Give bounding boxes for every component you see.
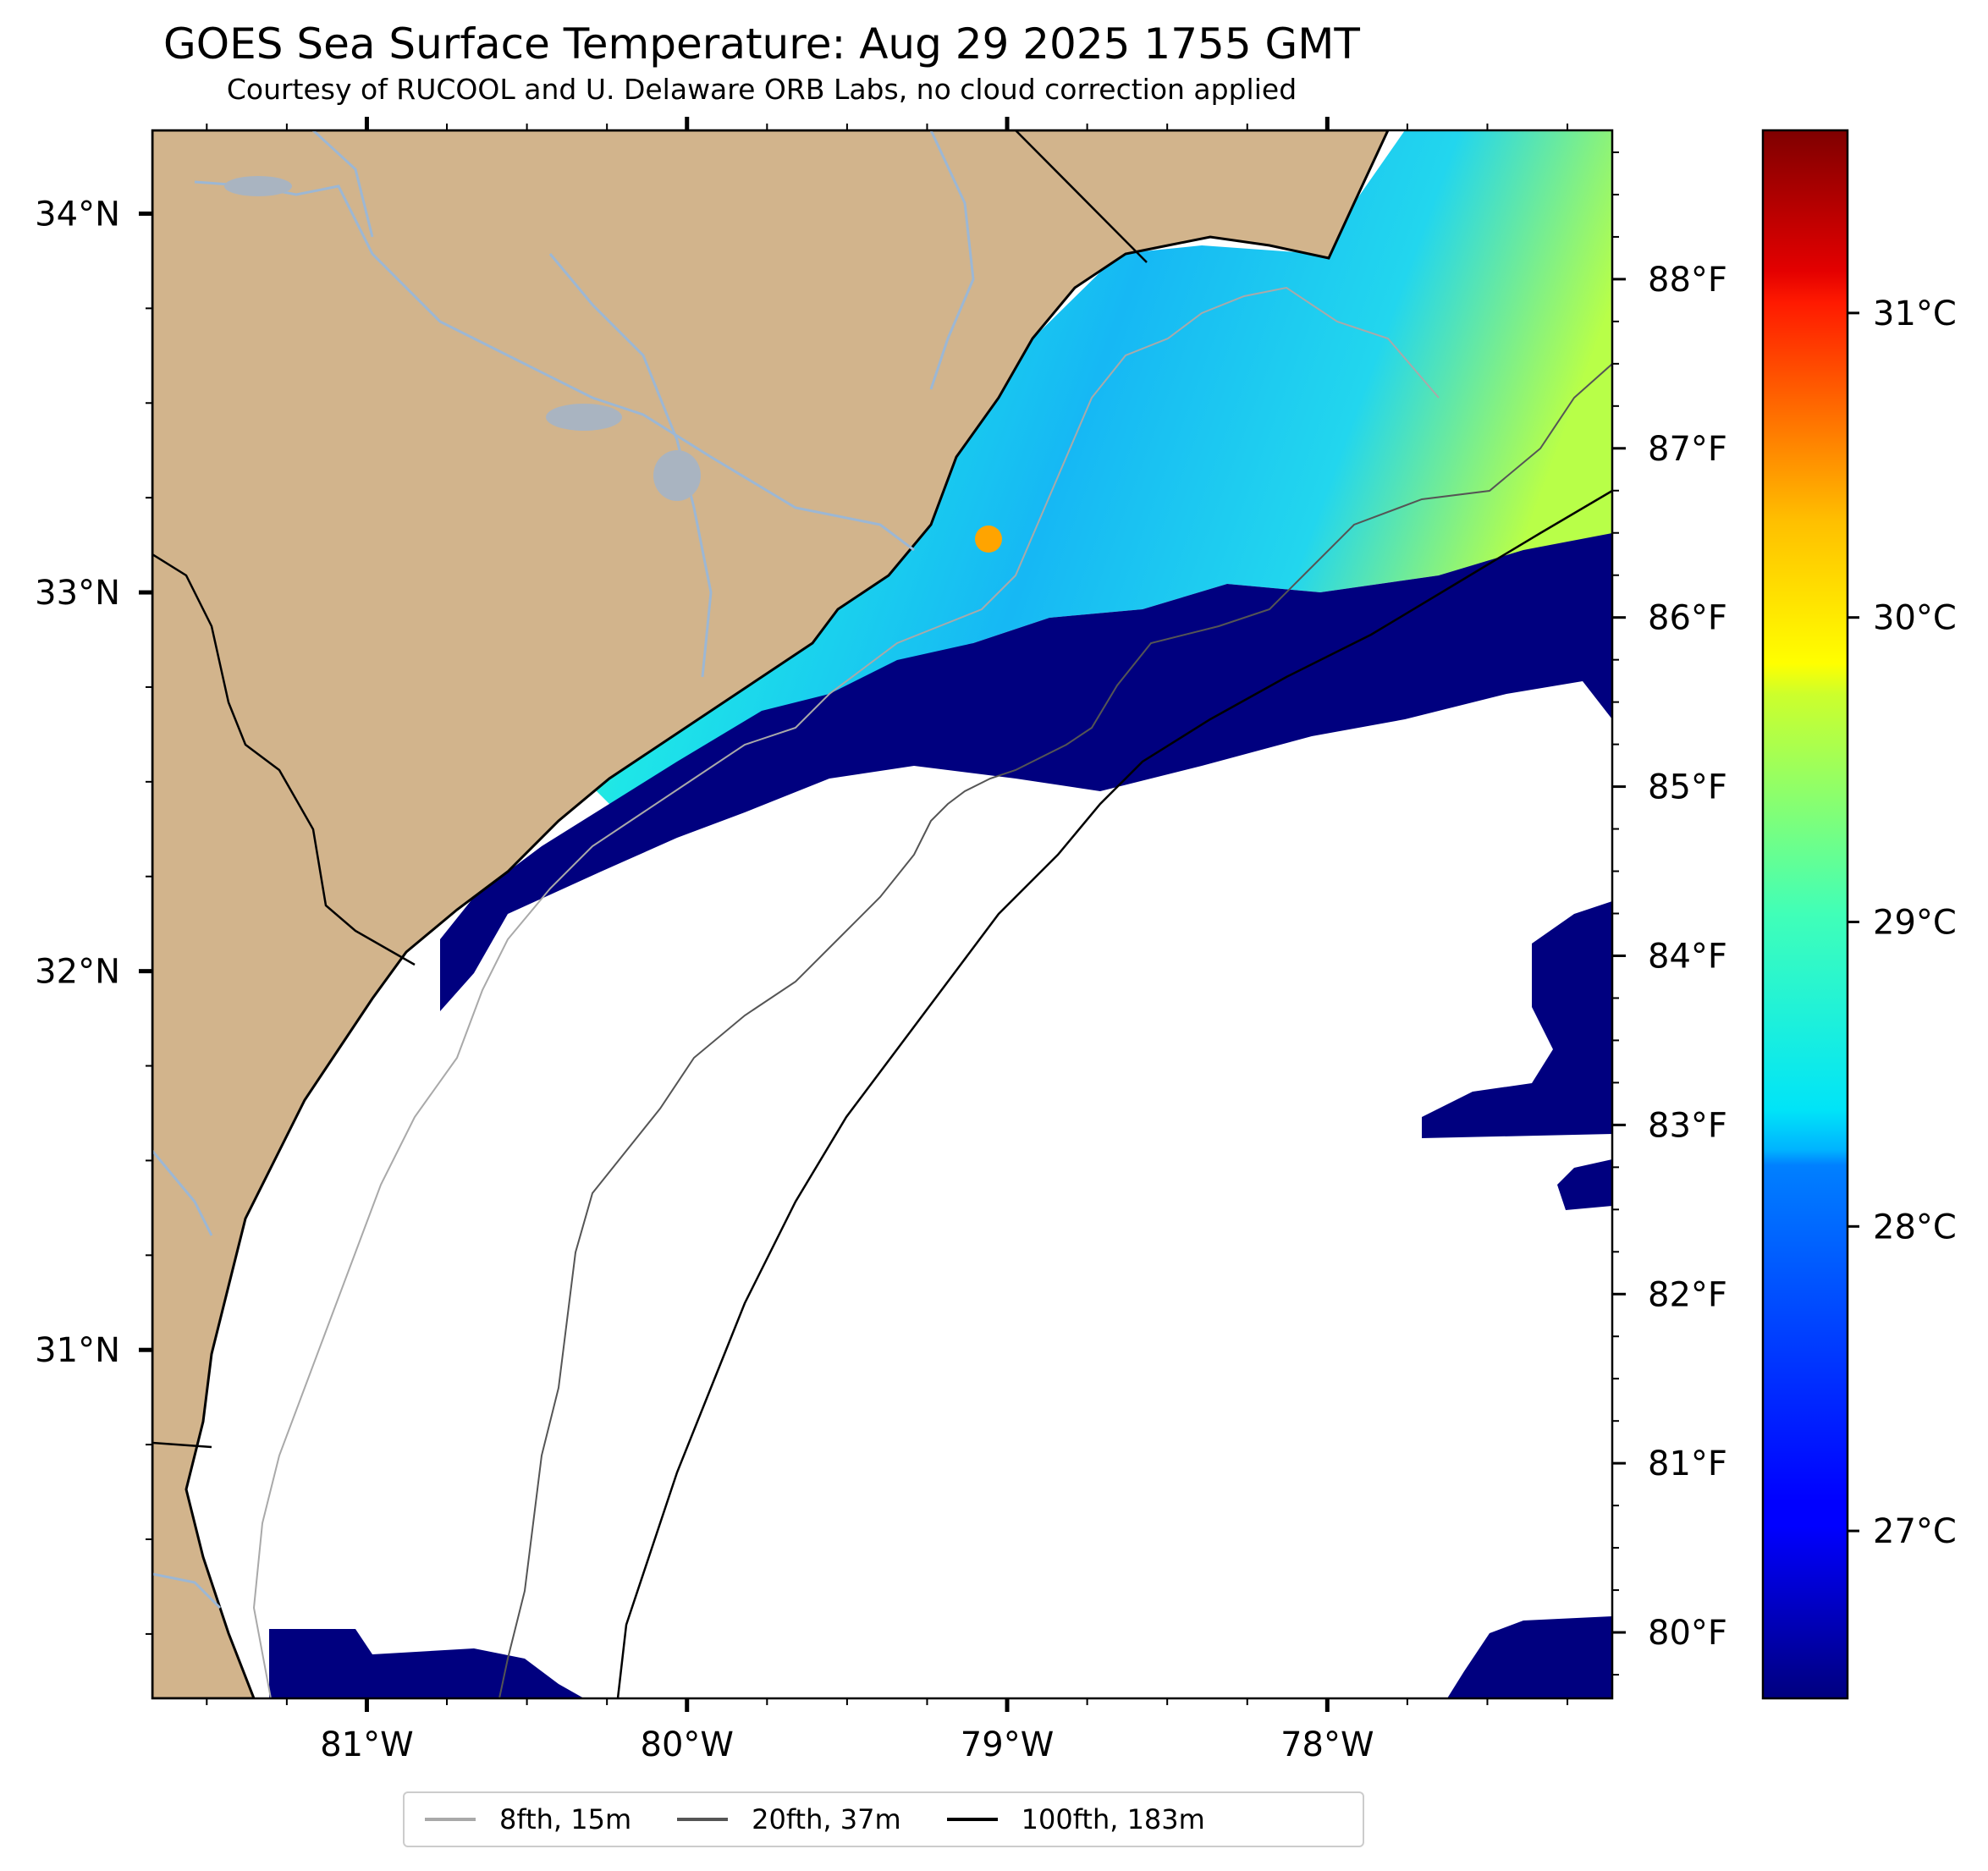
colorbar	[1761, 129, 1849, 1700]
lake-moultrie	[546, 404, 622, 431]
y-tick-label: 32°N	[35, 953, 120, 992]
state-borders	[152, 130, 1148, 1449]
x-tick-label: 80°W	[641, 1725, 734, 1764]
cloud-mask-southwest	[269, 1629, 584, 1698]
f-tick-label: 82°F	[1648, 1275, 1727, 1314]
x-tick-label: 81°W	[320, 1725, 413, 1764]
y-tick-label: 31°N	[35, 1331, 120, 1370]
f-tick-label: 87°F	[1648, 430, 1727, 469]
map-axes: 81°W 80°W 79°W 78°W 34°N 33°N 32°N 31°N	[35, 117, 1569, 1764]
f-tick-label: 84°F	[1648, 937, 1727, 976]
cloud-mask-southeast	[1447, 1616, 1612, 1698]
chart-subtitle: Courtesy of RUCOOL and U. Delaware ORB L…	[226, 73, 1297, 106]
y-tick-label: 34°N	[35, 195, 120, 234]
legend-item: 20fth, 37m	[665, 1803, 901, 1835]
legend-label: 100fth, 183m	[1021, 1803, 1205, 1835]
chart-title: GOES Sea Surface Temperature: Aug 29 202…	[163, 19, 1360, 69]
legend-line-swatch	[425, 1818, 476, 1821]
colorbar-tick-label: 28°C	[1873, 1208, 1957, 1246]
contour-8fth	[252, 286, 1440, 1698]
sst-warm-region	[592, 130, 1612, 821]
colorbar-tick-label: 29°C	[1873, 903, 1957, 942]
colorbar-tick-label: 30°C	[1873, 599, 1957, 638]
f-tick-label: 86°F	[1648, 599, 1727, 638]
colorbar-axis: 31°C 30°C 29°C 28°C 27°C	[1848, 294, 1957, 1551]
legend-line-swatch	[677, 1818, 729, 1821]
land	[152, 130, 1390, 1698]
x-tick-label: 78°W	[1280, 1725, 1374, 1764]
contour-100fth	[616, 489, 1612, 1698]
legend-item: 100fth, 183m	[935, 1803, 1205, 1835]
legend-label: 8fth, 15m	[499, 1803, 632, 1835]
lake-west	[224, 176, 292, 196]
cloud-mask-band	[440, 533, 1612, 1011]
x-tick-label: 79°W	[961, 1725, 1054, 1764]
map-area	[152, 130, 1612, 1698]
hot-spot	[975, 526, 1002, 553]
cloud-mask-patch	[1557, 1159, 1612, 1210]
f-tick-label: 88°F	[1648, 261, 1727, 300]
f-tick-label: 85°F	[1648, 768, 1727, 807]
lake-marion	[653, 450, 701, 501]
legend-line-swatch	[946, 1818, 998, 1821]
fahrenheit-axis: 88°F 87°F 86°F 85°F 84°F 83°F 82°F 81°F 80°F	[1612, 151, 1727, 1676]
cloud-mask-east	[1422, 901, 1612, 1138]
legend-item: 8fth, 15m	[413, 1803, 631, 1835]
colorbar-tick-label: 27°C	[1873, 1512, 1957, 1551]
f-tick-label: 80°F	[1648, 1614, 1727, 1653]
legend: 8fth, 15m 20fth, 37m 100fth, 183m	[403, 1791, 1364, 1847]
legend-label: 20fth, 37m	[752, 1803, 901, 1835]
rivers	[152, 130, 975, 1610]
colorbar-tick-label: 31°C	[1873, 294, 1957, 333]
y-tick-label: 33°N	[35, 574, 120, 613]
f-tick-label: 81°F	[1648, 1445, 1727, 1483]
contour-20fth	[498, 363, 1612, 1698]
f-tick-label: 83°F	[1648, 1106, 1727, 1145]
